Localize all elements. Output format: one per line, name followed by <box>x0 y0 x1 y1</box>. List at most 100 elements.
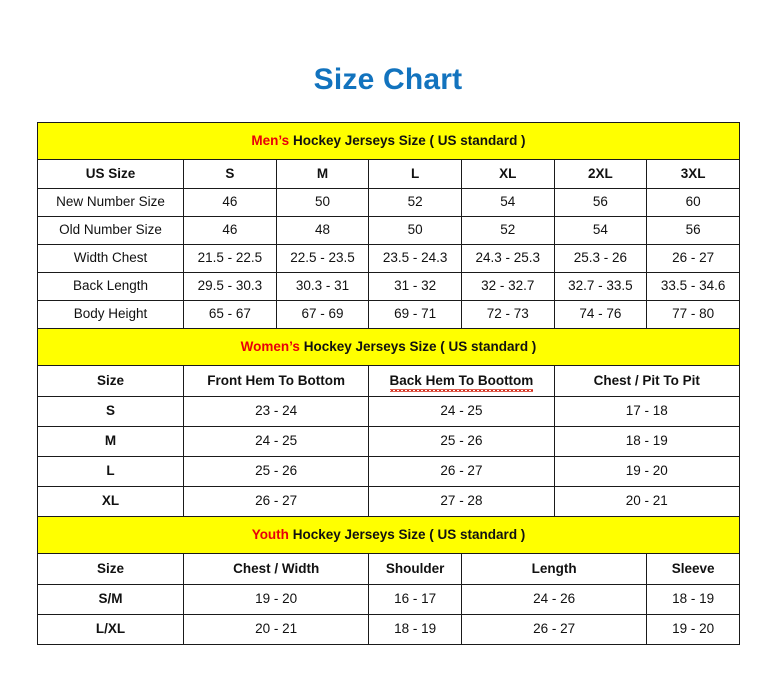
youth-row-0-value-1: 16 - 17 <box>368 584 462 615</box>
youth-banner-highlight: Youth <box>251 526 289 542</box>
table-row: M 24 - 25 25 - 26 18 - 19 <box>36 426 741 457</box>
womens-header-row: Size Front Hem To Bottom Back Hem To Boo… <box>36 365 741 397</box>
womens-row-3-size: XL <box>36 486 185 517</box>
mens-row-3-value-3: 32 - 32.7 <box>460 272 555 301</box>
youth-row-1-value-2: 26 - 27 <box>460 614 648 645</box>
mens-row-4-value-1: 67 - 69 <box>275 300 370 329</box>
womens-row-1-value-1: 25 - 26 <box>368 426 555 457</box>
mens-row-1-label: Old Number Size <box>36 216 185 245</box>
womens-header-misspelled-text: Back Hem To Boottom <box>389 372 534 393</box>
youth-row-1-value-0: 20 - 21 <box>183 614 370 645</box>
mens-section-banner: Men’s Hockey Jerseys Size ( US standard … <box>37 122 740 160</box>
mens-row-3-value-0: 29.5 - 30.3 <box>183 272 277 301</box>
mens-header-cell-0: US Size <box>36 159 185 189</box>
mens-header-row: US Size S M L XL 2XL 3XL <box>36 159 740 189</box>
table-row: Back Length 29.5 - 30.3 30.3 - 31 31 - 3… <box>36 272 740 301</box>
mens-header-cell-3: L <box>368 159 462 189</box>
womens-section-banner-row: Women’s Hockey Jerseys Size ( US standar… <box>37 328 740 366</box>
mens-row-1-value-2: 50 <box>368 216 462 245</box>
mens-row-4-value-3: 72 - 73 <box>460 300 555 329</box>
table-row: Width Chest 21.5 - 22.5 22.5 - 23.5 23.5… <box>36 244 740 273</box>
womens-row-2-value-2: 19 - 20 <box>553 456 741 487</box>
womens-row-3-value-0: 26 - 27 <box>183 486 370 517</box>
mens-row-2-value-5: 26 - 27 <box>646 244 740 273</box>
youth-row-1-value-1: 18 - 19 <box>368 614 462 645</box>
womens-banner-highlight: Women’s <box>240 338 300 354</box>
table-row: L 25 - 26 26 - 27 19 - 20 <box>36 456 741 487</box>
youth-row-0-size: S/M <box>36 584 185 615</box>
mens-row-1-value-4: 54 <box>553 216 648 245</box>
womens-header-cell-2: Back Hem To Boottom <box>368 365 555 397</box>
womens-row-3-value-1: 27 - 28 <box>368 486 555 517</box>
youth-section-banner: Youth Hockey Jerseys Size ( US standard … <box>37 516 740 554</box>
mens-section-banner-row: Men’s Hockey Jerseys Size ( US standard … <box>37 122 740 160</box>
table-row: L/XL 20 - 21 18 - 19 26 - 27 19 - 20 <box>36 614 740 645</box>
mens-row-0-value-2: 52 <box>368 188 462 217</box>
mens-row-3-value-1: 30.3 - 31 <box>275 272 370 301</box>
youth-row-0-value-3: 18 - 19 <box>646 584 740 615</box>
size-chart-table: Men’s Hockey Jerseys Size ( US standard … <box>36 122 741 645</box>
mens-row-2-value-4: 25.3 - 26 <box>553 244 648 273</box>
mens-row-3-label: Back Length <box>36 272 185 301</box>
mens-header-cell-2: M <box>275 159 370 189</box>
womens-row-0-value-2: 17 - 18 <box>553 396 741 427</box>
mens-row-2-label: Width Chest <box>36 244 185 273</box>
mens-banner-rest: Hockey Jerseys Size ( US standard ) <box>292 132 526 148</box>
womens-row-1-size: M <box>36 426 185 457</box>
youth-header-cell-2: Shoulder <box>368 553 462 585</box>
youth-row-1-value-3: 19 - 20 <box>646 614 740 645</box>
table-row: Old Number Size 46 48 50 52 54 56 <box>36 216 740 245</box>
womens-header-cell-1: Front Hem To Bottom <box>183 365 370 397</box>
mens-row-4-value-4: 74 - 76 <box>553 300 648 329</box>
youth-banner-rest: Hockey Jerseys Size ( US standard ) <box>292 526 526 542</box>
youth-header-cell-1: Chest / Width <box>183 553 370 585</box>
mens-row-2-value-1: 22.5 - 23.5 <box>275 244 370 273</box>
mens-row-1-value-1: 48 <box>275 216 370 245</box>
youth-header-cell-0: Size <box>36 553 185 585</box>
womens-section-banner: Women’s Hockey Jerseys Size ( US standar… <box>37 328 740 366</box>
mens-row-0-value-0: 46 <box>183 188 277 217</box>
mens-header-cell-1: S <box>183 159 277 189</box>
youth-section-banner-row: Youth Hockey Jerseys Size ( US standard … <box>37 516 740 554</box>
mens-row-2-value-2: 23.5 - 24.3 <box>368 244 462 273</box>
mens-header-cell-5: 2XL <box>553 159 648 189</box>
womens-row-2-size: L <box>36 456 185 487</box>
table-row: Body Height 65 - 67 67 - 69 69 - 71 72 -… <box>36 300 740 329</box>
womens-row-0-size: S <box>36 396 185 427</box>
womens-row-2-value-0: 25 - 26 <box>183 456 370 487</box>
womens-header-cell-0: Size <box>36 365 185 397</box>
youth-row-0-value-0: 19 - 20 <box>183 584 370 615</box>
mens-row-2-value-0: 21.5 - 22.5 <box>183 244 277 273</box>
mens-row-1-value-3: 52 <box>460 216 555 245</box>
mens-row-0-label: New Number Size <box>36 188 185 217</box>
mens-row-2-value-3: 24.3 - 25.3 <box>460 244 555 273</box>
table-row: S 23 - 24 24 - 25 17 - 18 <box>36 396 741 427</box>
mens-row-4-value-5: 77 - 80 <box>646 300 740 329</box>
table-row: S/M 19 - 20 16 - 17 24 - 26 18 - 19 <box>36 584 740 615</box>
mens-row-4-label: Body Height <box>36 300 185 329</box>
mens-row-3-value-5: 33.5 - 34.6 <box>646 272 740 301</box>
mens-row-3-value-2: 31 - 32 <box>368 272 462 301</box>
youth-row-0-value-2: 24 - 26 <box>460 584 648 615</box>
mens-banner-highlight: Men’s <box>251 132 290 148</box>
mens-row-0-value-1: 50 <box>275 188 370 217</box>
youth-header-cell-4: Sleeve <box>646 553 740 585</box>
womens-row-1-value-2: 18 - 19 <box>553 426 741 457</box>
mens-row-0-value-5: 60 <box>646 188 740 217</box>
mens-row-1-value-5: 56 <box>646 216 740 245</box>
table-row: New Number Size 46 50 52 54 56 60 <box>36 188 740 217</box>
mens-row-1-value-0: 46 <box>183 216 277 245</box>
youth-row-1-size: L/XL <box>36 614 185 645</box>
youth-header-row: Size Chest / Width Shoulder Length Sleev… <box>36 553 740 585</box>
womens-row-2-value-1: 26 - 27 <box>368 456 555 487</box>
womens-row-1-value-0: 24 - 25 <box>183 426 370 457</box>
mens-header-cell-6: 3XL <box>646 159 740 189</box>
mens-row-0-value-4: 56 <box>553 188 648 217</box>
womens-header-cell-3: Chest / Pit To Pit <box>553 365 741 397</box>
womens-row-0-value-1: 24 - 25 <box>368 396 555 427</box>
page-title: Size Chart <box>313 63 463 96</box>
mens-row-4-value-0: 65 - 67 <box>183 300 277 329</box>
youth-header-cell-3: Length <box>460 553 648 585</box>
womens-row-3-value-2: 20 - 21 <box>553 486 741 517</box>
